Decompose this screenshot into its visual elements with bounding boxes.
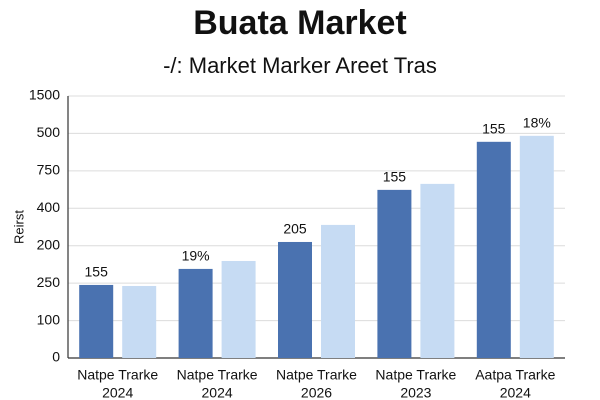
bar (122, 285, 157, 358)
y-tick-label: 250 (37, 274, 61, 290)
x-tick-label: Natpe Trarke (177, 367, 258, 383)
chart-title: Buata Market (193, 4, 407, 42)
y-tick-label: 100 (37, 311, 61, 327)
bar (178, 268, 213, 358)
y-axis-label: Reirst (11, 210, 26, 244)
y-tick-label: 400 (37, 199, 61, 215)
bar-annotation: 18% (523, 115, 551, 131)
y-tick-label: 200 (37, 236, 61, 252)
x-tick-label: 2023 (400, 385, 431, 400)
y-tick-label: 1500 (29, 87, 60, 103)
x-tick-label: 2024 (202, 385, 233, 400)
x-tick-label: Natpe Trarke (375, 367, 456, 383)
x-tick-label: Natpe Trarke (77, 367, 158, 383)
bar-annotation: 19% (182, 248, 210, 264)
bar (377, 189, 412, 358)
x-tick-label: Aatpa Trarke (475, 367, 555, 383)
y-tick-label: 0 (52, 349, 60, 365)
bar (221, 260, 256, 358)
bar-annotation: 155 (383, 169, 407, 185)
bar (420, 183, 455, 358)
chart-subtitle: -/: Market Marker Areet Tras (163, 53, 437, 78)
y-tick-label: 750 (37, 162, 61, 178)
x-tick-label: 2024 (500, 385, 531, 400)
x-tick-label: 2024 (102, 385, 133, 400)
bar (79, 284, 114, 358)
bar (476, 141, 511, 358)
bar (519, 135, 554, 358)
bar (321, 224, 355, 358)
bar-annotation: 155 (85, 264, 109, 280)
x-tick-label: Natpe Trarke (276, 367, 357, 383)
y-tick-label: 500 (37, 124, 61, 140)
x-tick-label: 2026 (301, 385, 332, 400)
bar-annotation: 205 (283, 221, 307, 237)
bar (278, 241, 312, 358)
bar-annotation: 155 (482, 121, 506, 137)
